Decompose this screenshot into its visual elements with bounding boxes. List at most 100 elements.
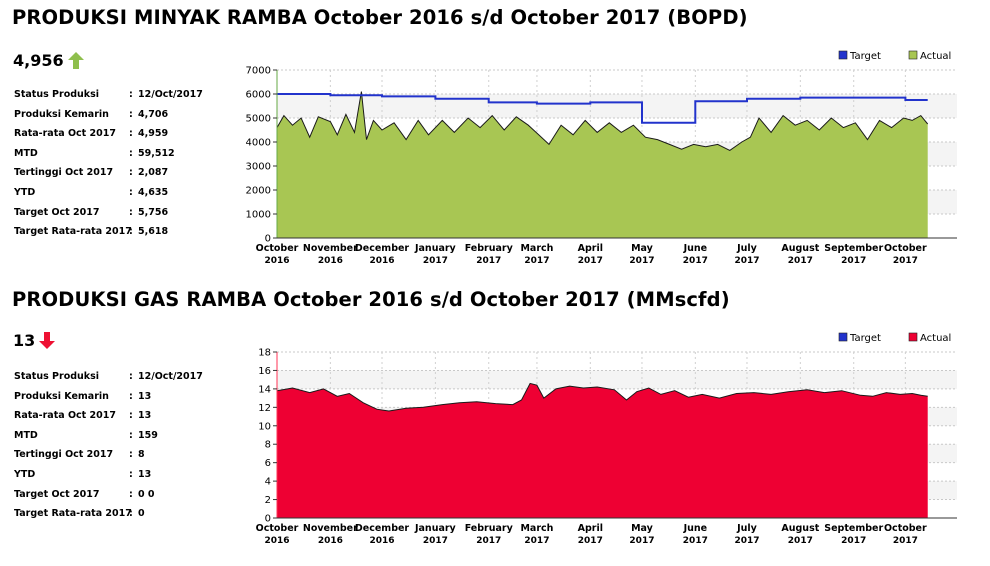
x-tick-label: 2016 xyxy=(369,536,394,546)
x-tick-label: 2017 xyxy=(734,256,759,266)
x-tick-label: 2016 xyxy=(369,256,394,266)
stat-value: 59,512 xyxy=(138,147,175,159)
x-tick-label: 2017 xyxy=(578,536,603,546)
y-tick-label: 4 xyxy=(265,477,271,488)
stat-value: 5,756 xyxy=(138,206,169,218)
y-tick-label: 7000 xyxy=(246,66,271,77)
stat-row: MTD:159 xyxy=(14,426,203,446)
x-tick-label: 2017 xyxy=(893,536,918,546)
x-tick-label: March xyxy=(520,523,553,534)
stat-row: Target Oct 2017:0 0 xyxy=(14,485,203,505)
x-tick-label: 2016 xyxy=(264,536,289,546)
x-tick-label: November xyxy=(303,523,358,534)
x-tick-label: January xyxy=(414,243,457,254)
legend-label: Target xyxy=(849,333,881,344)
arrow-up-icon xyxy=(67,52,84,69)
stat-label: Target Oct 2017 xyxy=(14,488,100,500)
oil-chart-title: PRODUKSI MINYAK RAMBA October 2016 s/d O… xyxy=(12,6,748,29)
stat-value: 4,706 xyxy=(138,108,169,120)
legend-swatch xyxy=(908,332,918,342)
x-tick-label: September xyxy=(824,523,883,534)
legend-swatch xyxy=(838,332,848,342)
oil-current-value: 4,956 xyxy=(13,51,84,70)
y-tick-label: 3000 xyxy=(246,162,271,173)
stat-separator: : xyxy=(129,371,133,382)
y-tick-label: 5000 xyxy=(246,114,271,125)
stat-row: Status Produksi:12/Oct/2017 xyxy=(14,85,203,105)
x-tick-label: December xyxy=(355,523,410,534)
stat-row: Target Rata-rata 2017:0 xyxy=(14,504,203,524)
x-tick-label: May xyxy=(631,243,654,254)
stat-separator: : xyxy=(129,186,133,198)
stat-value: 13 xyxy=(138,468,152,480)
stat-label: Target Oct 2017 xyxy=(14,206,100,218)
actual-area xyxy=(277,383,928,518)
y-tick-label: 18 xyxy=(258,348,271,359)
stat-separator: : xyxy=(129,167,133,179)
x-tick-label: 2017 xyxy=(893,256,918,266)
stat-value: 2,087 xyxy=(138,167,169,179)
x-tick-label: October xyxy=(884,523,927,534)
x-tick-label: 2017 xyxy=(423,256,448,266)
x-tick-label: March xyxy=(520,243,553,254)
x-tick-label: May xyxy=(631,523,654,534)
stat-separator: : xyxy=(129,226,133,238)
x-tick-label: 2016 xyxy=(318,256,343,266)
stat-label: Rata-rata Oct 2017 xyxy=(14,410,116,422)
stat-label: Tertinggi Oct 2017 xyxy=(14,167,114,179)
stat-row: Produksi Kemarin:13 xyxy=(14,387,203,407)
y-tick-label: 0 xyxy=(265,234,271,245)
x-tick-label: February xyxy=(465,523,514,534)
x-tick-label: June xyxy=(683,243,708,254)
stat-separator: : xyxy=(129,108,133,120)
x-tick-label: 2017 xyxy=(524,536,549,546)
stat-row: Tertinggi Oct 2017:2,087 xyxy=(14,163,203,183)
stat-row: Rata-rata Oct 2017:13 xyxy=(14,406,203,426)
stat-value: 4,635 xyxy=(138,186,169,198)
stat-separator: : xyxy=(129,429,133,441)
stat-separator: : xyxy=(129,508,133,520)
stat-row: MTD:59,512 xyxy=(14,144,203,164)
y-tick-label: 6000 xyxy=(246,90,271,101)
stat-label: MTD xyxy=(14,429,38,441)
stat-label: MTD xyxy=(14,147,38,159)
x-tick-label: September xyxy=(824,243,883,254)
actual-line xyxy=(276,382,928,412)
stat-label: Produksi Kemarin xyxy=(14,390,109,402)
stat-label: Target Rata-rata 2017 xyxy=(14,508,132,520)
stat-value: 8 xyxy=(138,449,145,461)
stat-separator: : xyxy=(129,449,133,461)
stat-separator: : xyxy=(129,488,133,500)
stat-row: Produksi Kemarin:4,706 xyxy=(14,105,203,125)
x-tick-label: January xyxy=(414,523,457,534)
x-tick-label: 2017 xyxy=(629,536,654,546)
stat-separator: : xyxy=(129,390,133,402)
grid-band xyxy=(277,481,957,500)
stat-label: Produksi Kemarin xyxy=(14,108,109,120)
grid-band xyxy=(277,190,957,214)
oil-value-text: 4,956 xyxy=(13,51,64,70)
x-tick-label: October xyxy=(256,523,299,534)
y-tick-label: 6 xyxy=(265,458,271,469)
y-tick-label: 2 xyxy=(265,495,271,506)
stat-value: 4,959 xyxy=(138,128,169,140)
x-tick-label: 2017 xyxy=(683,536,708,546)
gas-chart-title: PRODUKSI GAS RAMBA October 2016 s/d Octo… xyxy=(12,288,730,311)
y-tick-label: 14 xyxy=(258,384,271,395)
grid-band xyxy=(277,94,957,118)
x-tick-label: February xyxy=(465,243,514,254)
actual-line xyxy=(276,91,929,151)
x-tick-label: June xyxy=(683,523,708,534)
stat-label: Rata-rata Oct 2017 xyxy=(14,128,116,140)
stat-label: YTD xyxy=(14,186,36,198)
x-tick-label: 2017 xyxy=(524,256,549,266)
stat-value: 0 0 xyxy=(138,488,155,500)
x-tick-label: 2017 xyxy=(841,256,866,266)
x-tick-label: 2016 xyxy=(264,256,289,266)
x-tick-label: 2017 xyxy=(476,256,501,266)
stat-separator: : xyxy=(129,147,133,159)
stat-separator: : xyxy=(129,410,133,422)
x-tick-label: April xyxy=(578,523,603,534)
legend-label: Actual xyxy=(920,51,951,62)
legend-label: Actual xyxy=(920,333,951,344)
